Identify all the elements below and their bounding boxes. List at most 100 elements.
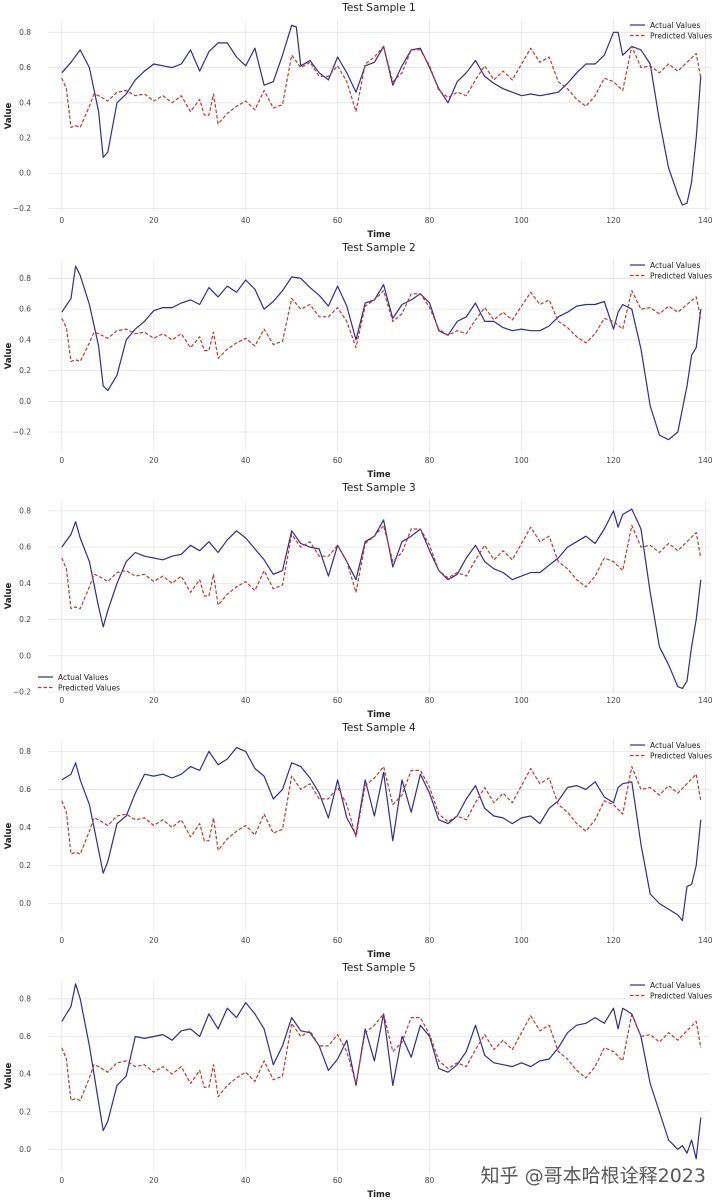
x-tick-label: 20 [149,216,159,225]
x-tick-label: 120 [606,696,621,705]
x-axis-label: Time [367,710,391,720]
y-tick-label: 0.8 [19,506,31,515]
legend-label: Actual Values [650,981,700,990]
x-tick-label: 140 [698,696,713,705]
y-tick-label: 0.8 [19,994,31,1003]
predicted-values-line [61,45,702,129]
chart-panel-1: Test Sample 1 0 20 40 60 80 100 120 140 −0.2 0.0 0.… [4,2,713,240]
x-tick-label: 80 [425,696,435,705]
y-tick-label: 0.2 [19,134,31,143]
legend-label: Actual Values [650,21,700,30]
y-tick-label: 0.2 [19,366,31,375]
x-tick-label: 20 [149,1176,159,1185]
y-tick-label: 0.0 [19,397,31,406]
y-tick-label: 0.4 [19,335,31,344]
y-tick-label: 0.4 [19,823,31,832]
legend-label: Predicted Values [650,272,712,281]
x-tick-label: 100 [514,216,529,225]
x-tick-label: 120 [606,216,621,225]
predicted-values-line [61,765,702,855]
predicted-values-line [61,524,702,610]
legend-label: Actual Values [650,741,700,750]
y-tick-label: 0.6 [19,1032,31,1041]
chart-title: Test Sample 5 [341,962,415,974]
x-tick-label: 120 [606,456,621,465]
chart-title: Test Sample 4 [341,722,416,734]
x-tick-label: 60 [333,936,343,945]
y-tick-label: −0.2 [13,428,31,437]
x-axis-label: Time [367,1190,391,1200]
x-tick-label: 60 [333,456,343,465]
x-tick-label: 0 [59,216,64,225]
x-tick-label: 100 [514,456,529,465]
x-tick-label: 80 [425,936,435,945]
legend-label: Predicted Values [650,992,712,1001]
actual-values-line [61,983,702,1160]
x-tick-label: 140 [698,216,713,225]
y-axis-label: Value [4,822,14,849]
y-tick-label: 0.6 [19,543,31,552]
x-tick-label: 100 [514,936,529,945]
y-tick-label: 0.4 [19,579,31,588]
watermark: 知乎 @哥本哈根诠释2023 [480,1165,706,1187]
x-tick-label: 20 [149,936,159,945]
chart-panel-5: Test Sample 5 0 20 40 60 80 0.0 0.2 0.4 0.6 0.8 Tim… [4,962,712,1200]
y-tick-label: 0.0 [19,651,31,660]
x-tick-label: 60 [333,1176,343,1185]
y-tick-label: 0.8 [19,274,31,283]
x-tick-label: 80 [425,1176,435,1185]
y-tick-label: 0.8 [19,747,31,756]
y-axis-label: Value [4,582,14,609]
x-tick-label: 140 [698,456,713,465]
y-tick-label: 0.6 [19,305,31,314]
legend-label: Predicted Values [650,32,712,41]
x-tick-label: 40 [241,456,251,465]
x-tick-label: 20 [149,456,159,465]
y-tick-label: 0.6 [19,63,31,72]
y-axis-label: Value [4,342,14,369]
x-tick-label: 140 [698,936,713,945]
actual-values-line [61,265,702,441]
chart-title: Test Sample 3 [341,482,415,494]
y-tick-label: 0.2 [19,615,31,624]
x-tick-label: 120 [606,936,621,945]
x-tick-label: 0 [59,1176,64,1185]
x-tick-label: 80 [425,456,435,465]
actual-values-line [61,746,702,922]
chart-title: Test Sample 1 [341,2,415,14]
x-tick-label: 40 [241,936,251,945]
predicted-values-line [61,290,702,362]
y-tick-label: −0.2 [13,688,31,697]
actual-values-line [61,24,702,206]
y-tick-label: 0.0 [19,169,31,178]
x-tick-label: 40 [241,696,251,705]
y-tick-label: 0.4 [19,1070,31,1079]
x-tick-label: 40 [241,216,251,225]
chart-panel-2: Test Sample 2 0 20 40 60 80 100 120 140 −0.2 0.0 0.… [4,242,713,480]
x-axis-label: Time [367,230,391,240]
chart-title: Test Sample 2 [341,242,415,254]
y-tick-label: 0.0 [19,1145,31,1154]
legend-label: Actual Values [650,261,700,270]
y-tick-label: 0.0 [19,899,31,908]
x-tick-label: 60 [333,696,343,705]
legend-label: Actual Values [58,673,108,682]
x-tick-label: 40 [241,1176,251,1185]
x-axis-label: Time [367,950,391,960]
actual-values-line [61,508,702,690]
x-axis-label: Time [367,470,391,480]
y-tick-label: 0.2 [19,1107,31,1116]
x-tick-label: 100 [514,696,529,705]
y-tick-label: 0.2 [19,861,31,870]
x-tick-label: 0 [59,456,64,465]
x-tick-label: 60 [333,216,343,225]
x-tick-label: 0 [59,696,64,705]
y-tick-label: 0.6 [19,785,31,794]
legend-label: Predicted Values [650,752,712,761]
legend-label: Predicted Values [58,684,120,693]
y-axis-label: Value [4,1062,14,1089]
y-tick-label: −0.2 [13,204,31,213]
chart-panel-4: Test Sample 4 0 20 40 60 80 100 120 140 0.0 0.2 0.4… [4,722,713,960]
x-tick-label: 20 [149,696,159,705]
predicted-values-line [61,1013,702,1102]
